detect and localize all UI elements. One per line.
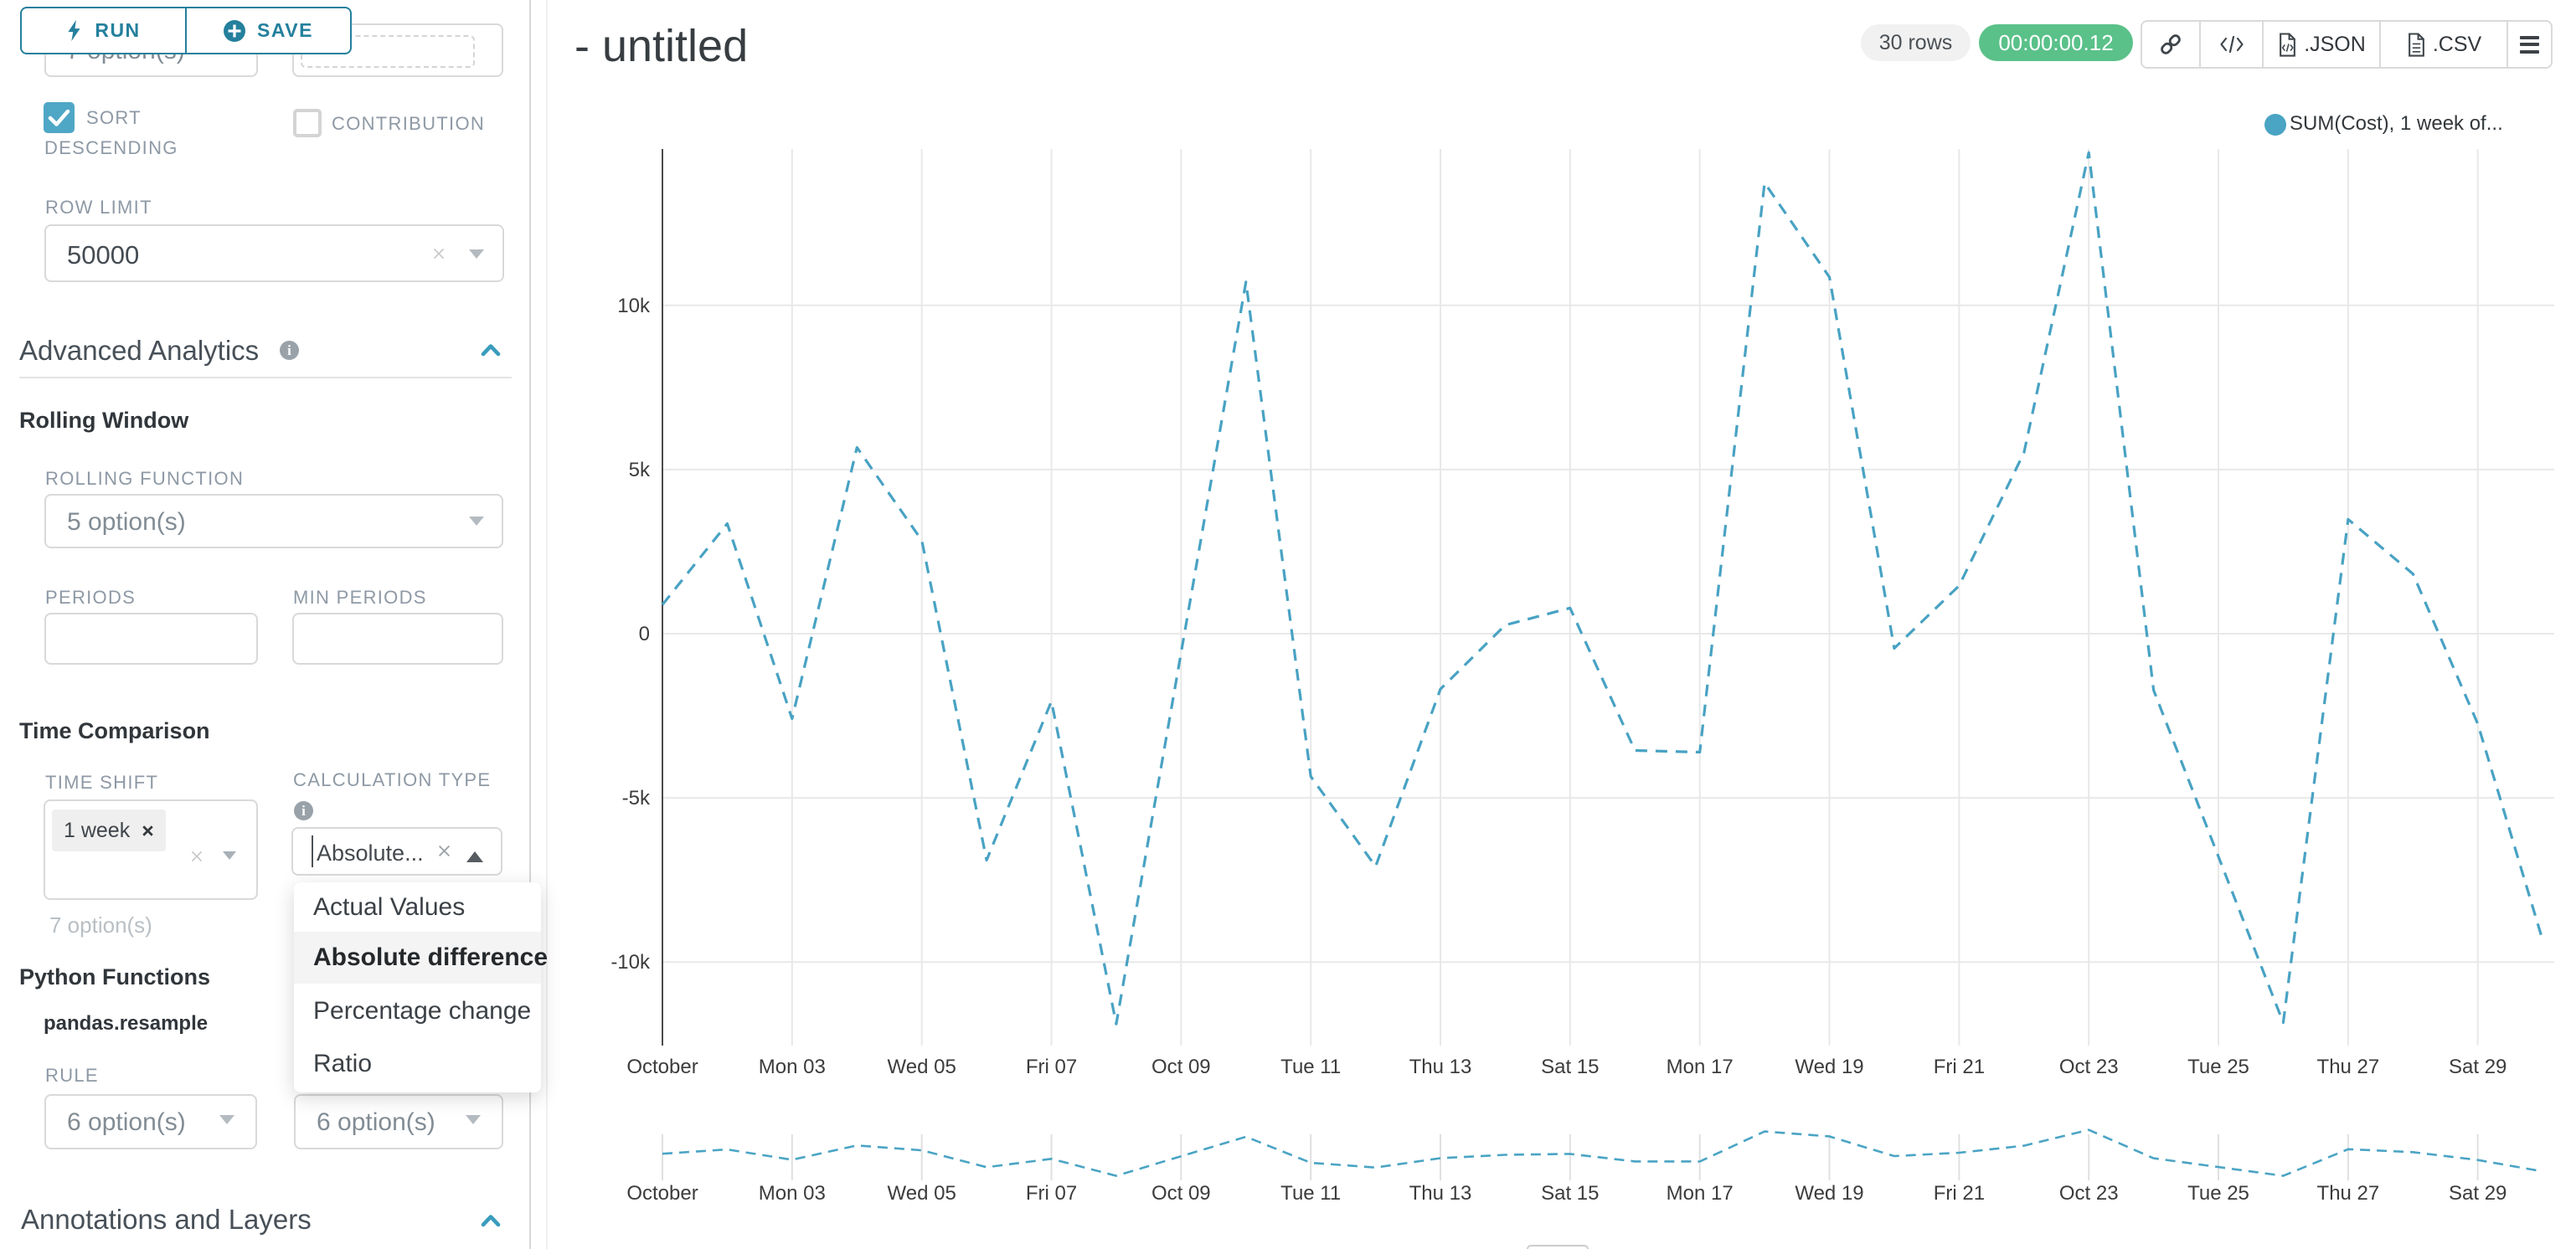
svg-text:Sat 15: Sat 15: [1541, 1056, 1599, 1078]
svg-text:5k: 5k: [629, 459, 651, 481]
svg-text:Fri 21: Fri 21: [1934, 1056, 1985, 1078]
svg-text:Fri 21: Fri 21: [1934, 1182, 1985, 1205]
svg-text:Mon 17: Mon 17: [1667, 1182, 1734, 1205]
svg-text:Mon 17: Mon 17: [1667, 1056, 1734, 1078]
svg-text:Thu 27: Thu 27: [2317, 1182, 2380, 1205]
svg-text:-5k: -5k: [622, 787, 651, 810]
svg-text:Sat 29: Sat 29: [2449, 1182, 2506, 1205]
svg-text:October: October: [626, 1056, 698, 1078]
svg-text:Mon 03: Mon 03: [759, 1056, 826, 1078]
svg-text:Fri 07: Fri 07: [1026, 1182, 1077, 1205]
svg-text:Thu 27: Thu 27: [2317, 1056, 2380, 1078]
svg-text:Wed 19: Wed 19: [1795, 1056, 1863, 1078]
svg-text:Thu 13: Thu 13: [1409, 1182, 1472, 1205]
svg-text:Tue 25: Tue 25: [2187, 1056, 2249, 1078]
svg-text:0: 0: [639, 623, 650, 645]
svg-text:Oct 09: Oct 09: [1151, 1056, 1211, 1078]
svg-text:10k: 10k: [617, 295, 651, 317]
svg-text:Tue 25: Tue 25: [2187, 1182, 2249, 1205]
svg-text:Tue 11: Tue 11: [1280, 1056, 1341, 1078]
svg-text:Oct 09: Oct 09: [1151, 1182, 1211, 1205]
svg-text:Fri 07: Fri 07: [1026, 1056, 1077, 1078]
svg-text:Wed 19: Wed 19: [1795, 1182, 1863, 1205]
svg-text:Wed 05: Wed 05: [888, 1056, 956, 1078]
svg-text:Wed 05: Wed 05: [888, 1182, 956, 1205]
svg-text:-10k: -10k: [611, 951, 651, 974]
svg-text:Sat 29: Sat 29: [2449, 1056, 2506, 1078]
svg-text:Mon 03: Mon 03: [759, 1182, 826, 1205]
svg-text:Oct 23: Oct 23: [2059, 1056, 2119, 1078]
svg-text:Thu 13: Thu 13: [1409, 1056, 1472, 1078]
svg-text:Tue 11: Tue 11: [1280, 1182, 1341, 1205]
svg-text:Oct 23: Oct 23: [2059, 1182, 2119, 1205]
svg-text:October: October: [626, 1182, 698, 1205]
svg-text:Sat 15: Sat 15: [1541, 1182, 1599, 1205]
